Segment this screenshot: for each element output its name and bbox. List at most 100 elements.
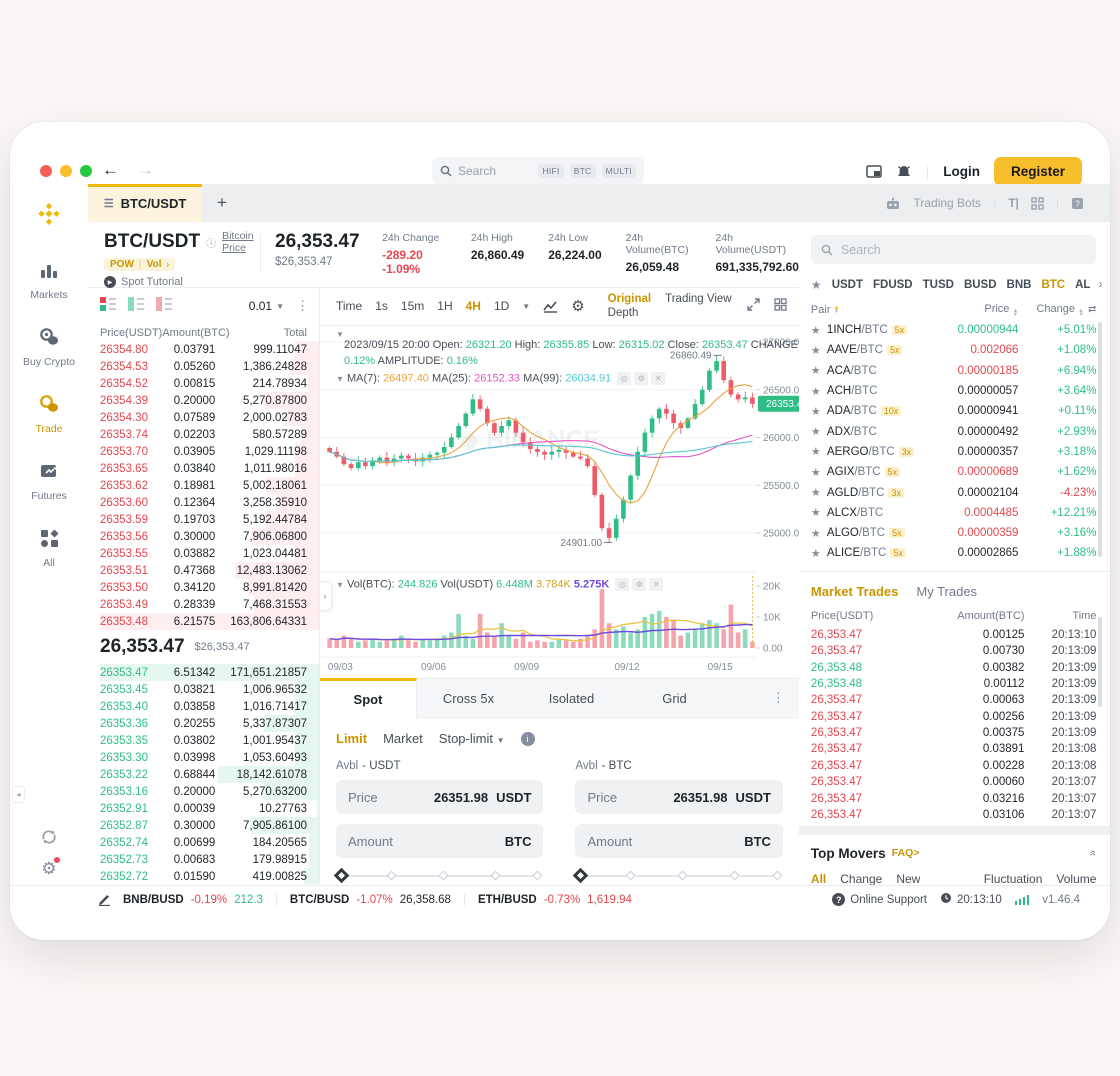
orderbook-bid-row[interactable]: 26353.45 0.03821 1,006.96532 (88, 681, 319, 698)
orderbook-ask-row[interactable]: 26354.80 0.03791 999.11047 (88, 341, 319, 358)
orderbook-ask-row[interactable]: 26353.74 0.02203 580.57289 (88, 426, 319, 443)
scrollbar[interactable] (1098, 322, 1103, 557)
chevron-right-icon[interactable]: › (1098, 279, 1103, 291)
scrollbar[interactable] (1098, 617, 1103, 707)
orderbook-bid-row[interactable]: 26352.74 0.00699 184.20565 (88, 834, 319, 851)
trade-row[interactable]: 26,353.47 0.03891 20:13:08 (810, 743, 1097, 756)
orderbook-ask-row[interactable]: 26353.48 6.21575 163,806.64331 (88, 613, 319, 630)
movers-tab-volume[interactable]: Volume (1056, 871, 1097, 886)
pair-row[interactable]: ★ ADA/BTC 10x 0.00000941 +0.11% (810, 405, 1097, 418)
add-tab-button[interactable]: + (217, 193, 227, 212)
quote-tab-usdt[interactable]: USDT (831, 279, 863, 291)
orderbook-bid-row[interactable]: 26353.36 0.20255 5,337.87307 (88, 715, 319, 732)
edit-pen-icon[interactable] (98, 893, 111, 906)
orderbook-ask-row[interactable]: 26354.39 0.20000 5,270.87800 (88, 392, 319, 409)
trade-row[interactable]: 26,353.47 0.00730 20:13:09 (810, 645, 1097, 658)
quote-tab-btc[interactable]: BTC (1041, 279, 1066, 291)
interval-1H[interactable]: 1H (437, 299, 453, 314)
trade-row[interactable]: 26,353.47 0.00060 20:13:07 (810, 776, 1097, 789)
status-ticker[interactable]: BTC/BUSD -1.07% 26,358.68 (289, 893, 451, 906)
alarm-bell-icon[interactable] (896, 164, 912, 179)
fullscreen-icon[interactable] (747, 298, 760, 314)
orderbook-bid-row[interactable]: 26353.22 0.68844 18,142.61078 (88, 766, 319, 783)
interval-4H[interactable]: 4H (465, 299, 481, 314)
orderbook-ask-row[interactable]: 26353.50 0.34120 8,991.81420 (88, 579, 319, 596)
search-input[interactable]: Search HIFI BTC MULTI (432, 157, 644, 185)
orderbook-bid-row[interactable]: 26353.16 0.20000 5,270.63200 (88, 783, 319, 800)
sort-by-change[interactable]: Change ▲ ▼ ⇄ (1036, 303, 1097, 318)
close-window-button[interactable] (40, 165, 52, 177)
tab-spot[interactable]: Spot (320, 678, 417, 718)
orderbook-more-icon[interactable]: ⋮ (296, 298, 309, 313)
help-panel-icon[interactable]: ? (1071, 197, 1084, 210)
vol-close-icon[interactable]: ✕ (649, 577, 664, 591)
tab-market-trades[interactable]: Market Trades (810, 583, 899, 599)
pair-row[interactable]: ★ ACH/BTC 0.00000057 +3.64% (810, 385, 1097, 398)
ma-visibility-icon[interactable]: ◎ (617, 371, 632, 385)
quote-tab-busd[interactable]: BUSD (963, 279, 997, 291)
precision-select[interactable]: 0.01 ▼ (249, 299, 284, 313)
orderbook-ask-row[interactable]: 26354.52 0.00815 214.78934 (88, 375, 319, 392)
pair-row[interactable]: ★ ALGO/BTC 5x 0.00000359 +3.16% (810, 527, 1097, 540)
favorite-star-icon[interactable]: ★ (810, 446, 821, 459)
pip-icon[interactable] (866, 164, 882, 179)
favorite-star-icon[interactable]: ★ (810, 344, 821, 357)
collapse-caret-icon[interactable]: ▼ (336, 329, 344, 339)
interval-more-icon[interactable]: ▼ (522, 301, 531, 311)
sidebar-item-buy-crypto[interactable]: Buy Crypto (13, 326, 85, 368)
faq-link[interactable]: FAQ> (891, 847, 920, 860)
movers-tab-change[interactable]: Change (840, 871, 883, 886)
info-icon[interactable]: i (520, 731, 535, 746)
status-ticker[interactable]: ETH/BUSD -0.73% 1,619.94 (477, 893, 632, 906)
tab-my-trades[interactable]: My Trades (916, 583, 978, 599)
trade-row[interactable]: 26,353.47 0.00256 20:13:09 (810, 710, 1097, 723)
depth-view-both-icon[interactable] (100, 296, 116, 316)
orderbook-ask-row[interactable]: 26353.49 0.28339 7,468.31553 (88, 596, 319, 613)
form-more-icon[interactable]: ⋮ (771, 690, 785, 706)
layout-toggle-icon[interactable]: T| (1008, 196, 1019, 210)
trade-row[interactable]: 26,353.47 0.00063 20:13:09 (810, 694, 1097, 707)
trade-row[interactable]: 26,353.47 0.03106 20:13:07 (810, 809, 1097, 819)
slider-handle[interactable] (333, 867, 350, 884)
interval-Time[interactable]: Time (336, 299, 363, 314)
chart-type-icon[interactable] (543, 300, 558, 313)
tab-market[interactable]: Market (383, 731, 423, 746)
trade-row[interactable]: 26,353.48 0.00112 20:13:09 (810, 677, 1097, 690)
sidebar-item-futures[interactable]: Futures (13, 460, 85, 502)
pair-row[interactable]: ★ ADX/BTC 0.00000492 +2.93% (810, 425, 1097, 439)
buy-price-input[interactable]: Price 26351.98 USDT (336, 780, 544, 814)
favorite-star-icon[interactable]: ★ (810, 426, 821, 439)
candlestick-chart[interactable]: 27000.00 26500.00 26000.00 25500.00 25000.00… (320, 326, 799, 678)
pair-row[interactable]: ★ AGLD/BTC 3x 0.00002104 -4.23% (810, 486, 1097, 500)
collapse-icon[interactable]: » (1087, 850, 1100, 857)
depth-view-asks-icon[interactable] (156, 296, 172, 316)
favorite-star-icon[interactable]: ★ (810, 365, 821, 378)
quote-tab-fdusd[interactable]: FDUSD (873, 279, 913, 291)
orderbook-bid-row[interactable]: 26353.40 0.03858 1,016.71417 (88, 698, 319, 715)
orderbook-bid-row[interactable]: 26352.72 0.01590 419.00825 (88, 868, 319, 884)
search-tag-btc[interactable]: BTC (569, 164, 596, 178)
orderbook-ask-row[interactable]: 26353.70 0.03905 1,029.11198 (88, 443, 319, 460)
sort-by-pair[interactable]: Pair ▲ ▼ (810, 304, 840, 316)
ma-settings-icon[interactable]: ⚙ (634, 371, 649, 385)
swap-columns-icon[interactable]: ⇄ (1088, 304, 1097, 315)
quote-tab-bnb[interactable]: BNB (1006, 279, 1032, 291)
binance-logo[interactable] (35, 200, 63, 233)
register-button[interactable]: Register (993, 157, 1082, 186)
pair-row[interactable]: ★ ALCX/BTC 0.0004485 +12.21% (810, 506, 1097, 520)
orderbook-bid-row[interactable]: 26353.47 6.51342 171,651.21857 (88, 664, 319, 681)
sort-by-price[interactable]: Price ▲ ▼ (984, 303, 1019, 318)
tab-btc-usdt[interactable]: ☰ BTC/USDT (88, 184, 202, 222)
pair-row[interactable]: ★ 1INCH/BTC 5x 0.00000944 +5.01% (810, 324, 1097, 337)
interval-1D[interactable]: 1D (493, 299, 510, 314)
search-tag-multi[interactable]: MULTI (601, 164, 636, 178)
orderbook-ask-row[interactable]: 26353.56 0.30000 7,906.06800 (88, 528, 319, 545)
pair-search-input[interactable]: Search (810, 235, 1097, 264)
tab-depth[interactable]: Depth (607, 307, 639, 320)
collapse-rail-button[interactable]: ◂ (12, 786, 25, 803)
favorite-star-icon[interactable]: ★ (810, 385, 821, 398)
favorites-star-icon[interactable]: ★ (810, 278, 822, 292)
layout-grid-icon[interactable] (774, 298, 787, 314)
pair-row[interactable]: ★ ALICE/BTC 5x 0.00002865 +1.88% (810, 547, 1097, 560)
tab-grid[interactable]: Grid (623, 679, 726, 718)
